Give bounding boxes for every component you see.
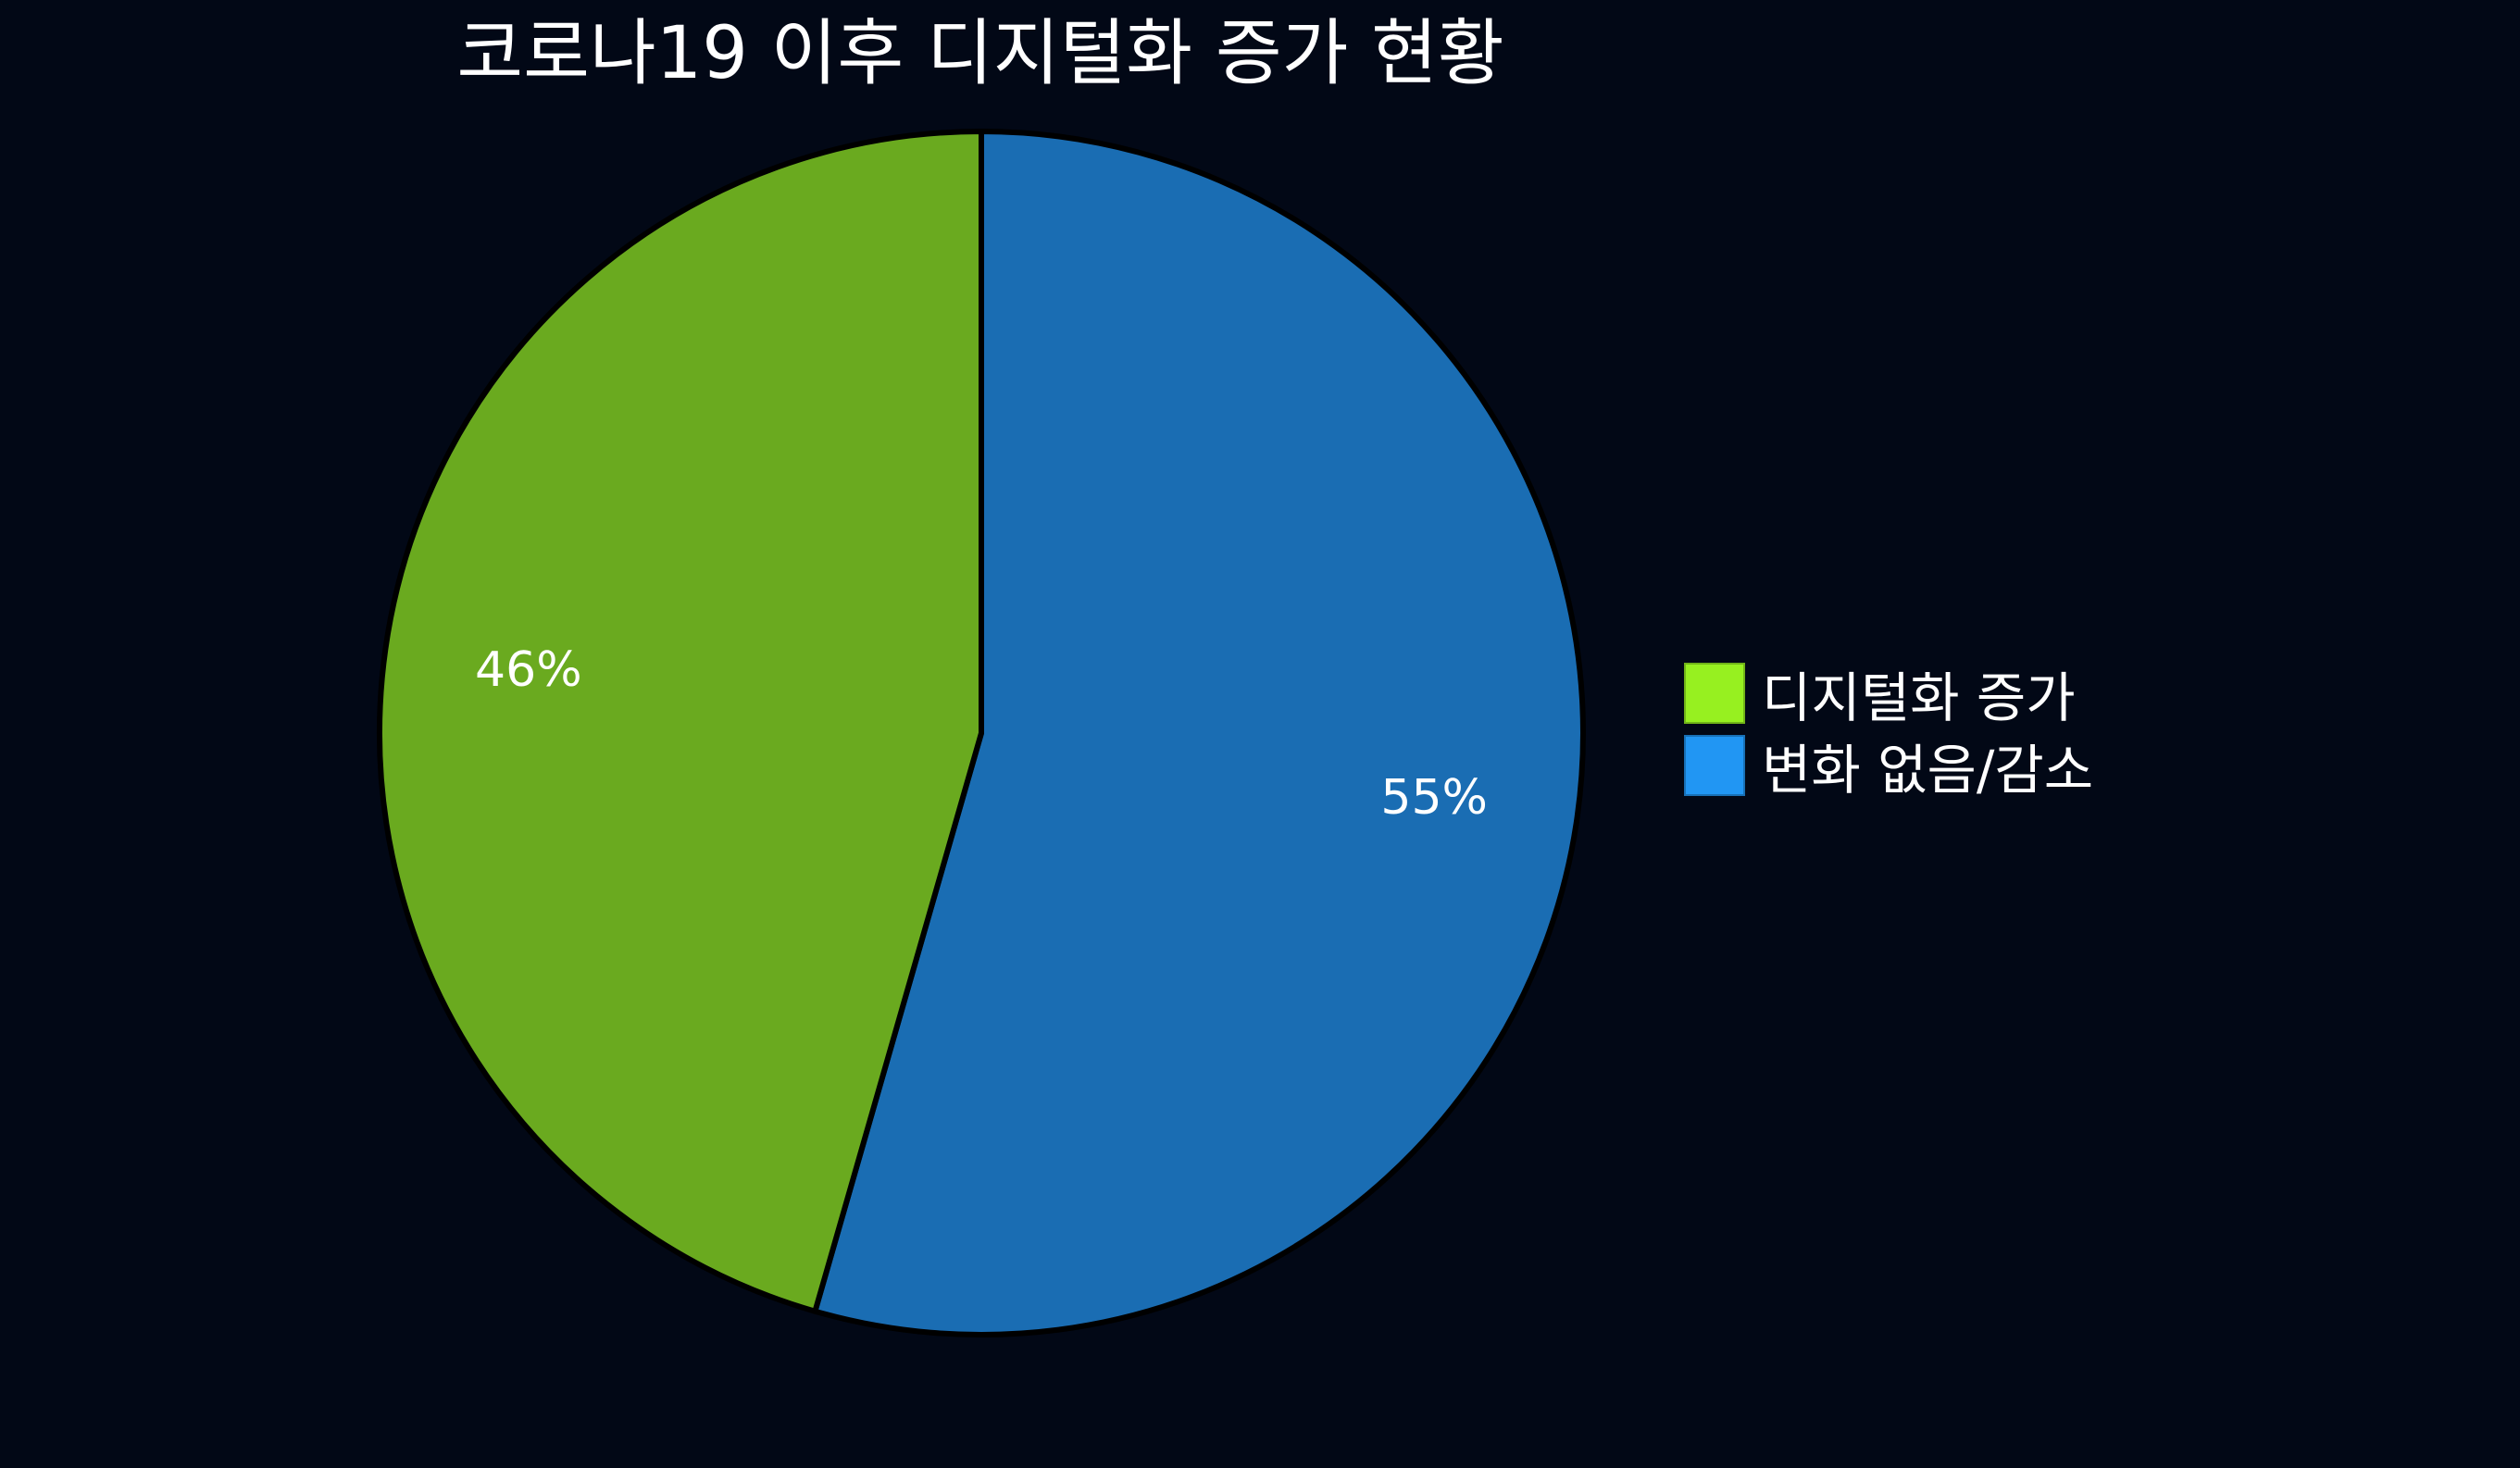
pie-slice-0 (811, 128, 1586, 1337)
pie-data-label: 55% (1380, 770, 1488, 826)
chart-title: 코로나19 이후 디지털화 증가 현황 (456, 12, 1504, 95)
legend-label: 변화 없음/감소 (1762, 739, 2094, 802)
pie-data-label: 46% (475, 642, 582, 698)
legend-label: 디지털화 증가 (1762, 666, 2076, 729)
pie-slice-1 (377, 128, 984, 1315)
legend-swatch-blue (1684, 735, 1745, 796)
legend-item-digital-increase: 디지털화 증가 (1684, 657, 2093, 729)
legend: 디지털화 증가 변화 없음/감소 (1684, 657, 2093, 802)
legend-item-no-change: 변화 없음/감소 (1684, 729, 2093, 802)
legend-swatch-green (1684, 663, 1745, 724)
